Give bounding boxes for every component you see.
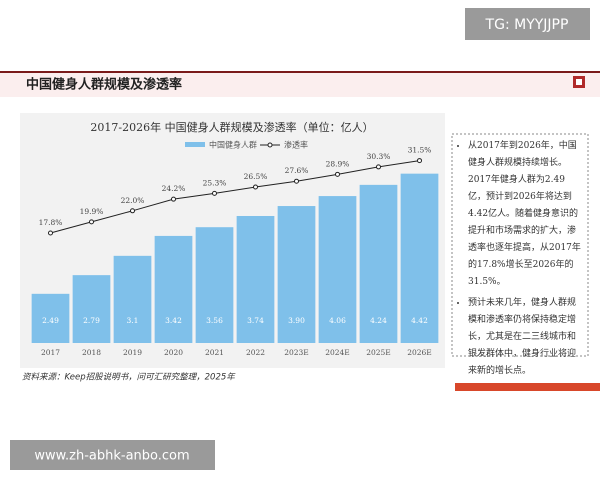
line-marker [335,171,340,177]
line-marker [212,190,217,196]
line-label: 28.9% [326,159,350,168]
legend-label: 中国健身人群 [209,140,257,150]
bar [400,173,439,343]
bar [195,227,234,343]
watermark-box [10,440,215,470]
line-label: 31.5% [408,146,432,155]
note: 预计未来几年，健身人群规模和渗透率仍将保持稳定增长，尤其是在二三线城市和银发群体… [468,295,582,380]
bar-label: 3.56 [206,316,223,325]
bar-label: 3.74 [247,316,264,325]
logo-inner [576,79,582,85]
notes: 从2017年到2026年，中国健身人群规模持续增长。2017年健身人群为2.49… [458,138,582,384]
bar [72,275,111,343]
bar [359,184,398,343]
watermark-box [465,8,590,40]
x-tick-label: 2020 [164,348,183,357]
bar-label: 3.42 [165,316,182,325]
bar [113,255,152,343]
x-tick-label: 2022 [246,348,265,357]
legend-swatch [185,142,205,147]
line-marker [89,219,94,225]
watermark: www.zh-abhk-anbo.com [34,449,189,464]
line-label: 27.6% [285,166,309,175]
notes-box [451,133,589,357]
source: 资料来源：Keep招股说明书，问可汇研究整理，2025年 [22,372,236,383]
bar-label: 3.1 [127,316,139,325]
line [50,160,420,234]
line-marker [376,164,381,170]
line-marker [294,178,299,184]
chart-title: 2017-2026年 中国健身人群规模及渗透率（单位：亿人） [90,120,373,134]
x-tick-label: 2024E [325,348,350,357]
line-label: 25.3% [203,178,227,187]
line-label: 17.8% [39,218,63,227]
bar [277,206,316,343]
line-marker [417,158,422,164]
note: 从2017年到2026年，中国健身人群规模持续增长。2017年健身人群为2.49… [468,138,582,291]
line-label: 24.2% [162,184,186,193]
header-title: 中国健身人群规模及渗透率 [26,77,182,93]
bar [318,196,357,343]
x-tick-label: 2018 [82,348,101,357]
x-tick-label: 2025E [366,348,391,357]
line-marker [48,230,53,236]
accent-bar [455,383,600,391]
legend-swatch [267,142,273,148]
line-marker [130,208,135,214]
line-label: 22.0% [121,196,145,205]
header-band [0,72,600,97]
bar [31,293,70,343]
bar-label: 4.06 [329,316,346,325]
legend-label: 渗透率 [284,140,308,150]
bar-label: 2.49 [42,316,59,325]
x-tick-label: 2021 [205,348,224,357]
x-tick-label: 2017 [41,348,60,357]
watermark: TG: MYYJJPP [485,17,569,33]
bar-label: 3.90 [288,316,305,325]
line-label: 26.5% [244,172,268,181]
bar-label: 4.42 [411,316,428,325]
line-label: 30.3% [367,152,391,161]
line-label: 19.9% [80,207,104,216]
x-tick-label: 2019 [123,348,142,357]
bar [154,235,193,343]
x-tick-label: 2023E [284,348,309,357]
line-marker [253,184,258,190]
x-tick-label: 2026E [407,348,432,357]
bar-label: 4.24 [370,316,387,325]
bar [236,215,275,343]
bar-label: 2.79 [83,316,100,325]
line-marker [171,196,176,202]
